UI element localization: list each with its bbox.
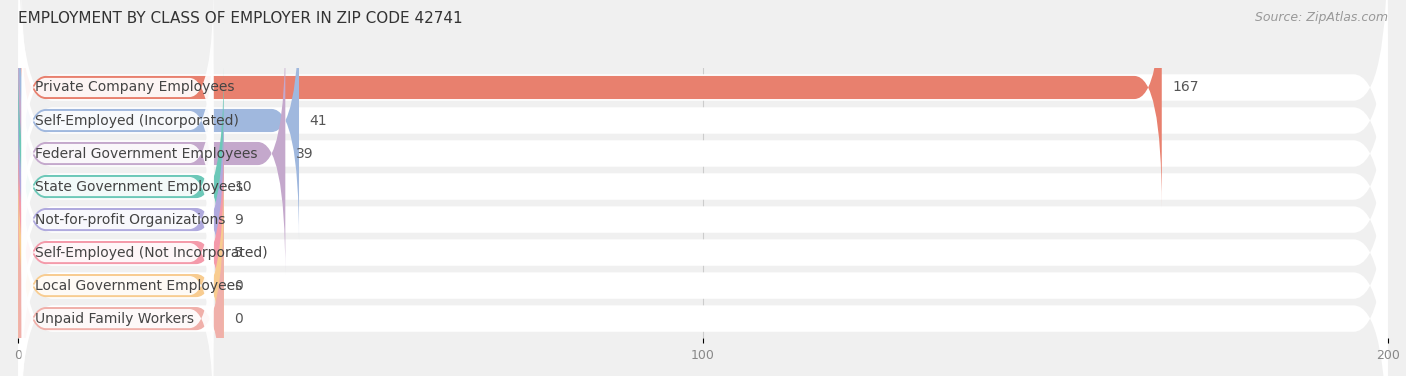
FancyBboxPatch shape [18,167,1388,376]
Text: Federal Government Employees: Federal Government Employees [35,147,257,161]
FancyBboxPatch shape [21,0,214,194]
Text: 167: 167 [1173,80,1198,94]
FancyBboxPatch shape [21,147,214,359]
FancyBboxPatch shape [18,66,224,307]
Text: 41: 41 [309,114,328,127]
Text: Self-Employed (Not Incorporated): Self-Employed (Not Incorporated) [35,246,269,259]
FancyBboxPatch shape [21,15,214,226]
FancyBboxPatch shape [18,165,224,376]
FancyBboxPatch shape [18,68,1388,371]
Text: Source: ZipAtlas.com: Source: ZipAtlas.com [1254,11,1388,24]
Text: Not-for-profit Organizations: Not-for-profit Organizations [35,212,226,227]
FancyBboxPatch shape [18,132,224,373]
FancyBboxPatch shape [18,198,224,376]
FancyBboxPatch shape [18,99,224,340]
FancyBboxPatch shape [21,80,214,293]
FancyBboxPatch shape [18,33,285,274]
FancyBboxPatch shape [18,0,1388,272]
Text: 5: 5 [233,246,243,259]
Text: Local Government Employees: Local Government Employees [35,279,243,293]
FancyBboxPatch shape [18,2,1388,305]
FancyBboxPatch shape [18,134,1388,376]
FancyBboxPatch shape [21,212,214,376]
Text: 39: 39 [295,147,314,161]
Text: 10: 10 [233,179,252,194]
FancyBboxPatch shape [21,47,214,259]
Text: Self-Employed (Incorporated): Self-Employed (Incorporated) [35,114,239,127]
FancyBboxPatch shape [21,180,214,376]
Text: 9: 9 [233,212,243,227]
Text: EMPLOYMENT BY CLASS OF EMPLOYER IN ZIP CODE 42741: EMPLOYMENT BY CLASS OF EMPLOYER IN ZIP C… [18,11,463,26]
FancyBboxPatch shape [21,114,214,326]
FancyBboxPatch shape [18,0,1388,240]
Text: Private Company Employees: Private Company Employees [35,80,235,94]
Text: 0: 0 [233,312,243,326]
Text: Unpaid Family Workers: Unpaid Family Workers [35,312,194,326]
FancyBboxPatch shape [18,35,1388,338]
FancyBboxPatch shape [18,0,299,241]
Text: 0: 0 [233,279,243,293]
FancyBboxPatch shape [18,101,1388,376]
Text: State Government Employees: State Government Employees [35,179,243,194]
FancyBboxPatch shape [18,0,1161,208]
